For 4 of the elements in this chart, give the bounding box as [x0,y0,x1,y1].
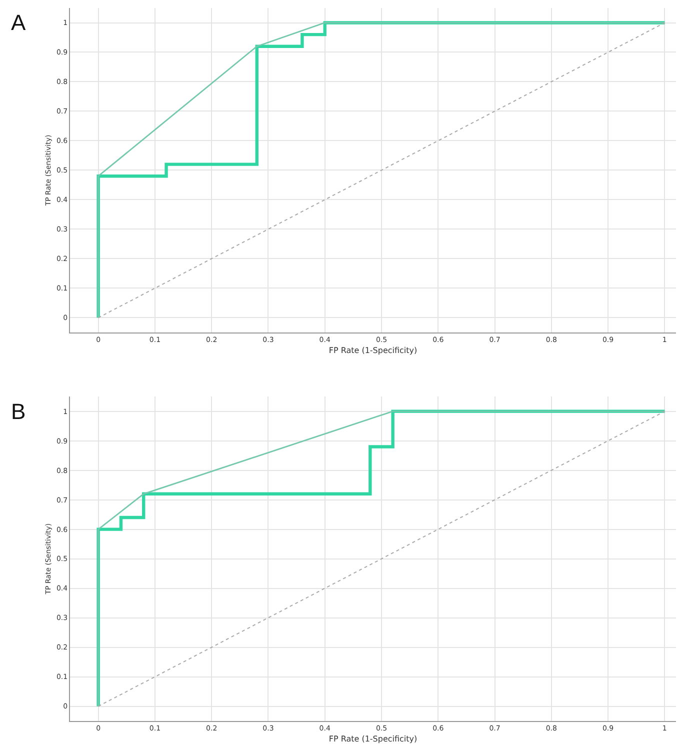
chart-title: B [11,399,26,424]
x-axis-title: FP Rate (1-Specificity) [328,734,418,744]
chart-title: A [11,10,26,35]
x-axis-title: FP Rate (1-Specificity) [328,346,418,355]
